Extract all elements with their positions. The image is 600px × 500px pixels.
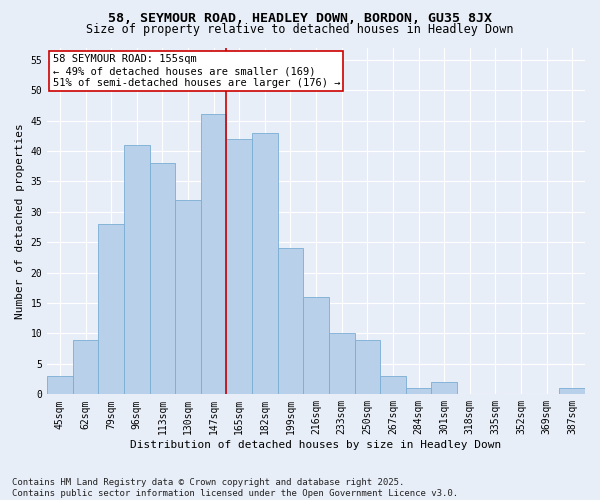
Bar [252, 132, 278, 394]
Bar [124, 145, 149, 394]
Bar [175, 200, 201, 394]
Bar [559, 388, 585, 394]
Bar [278, 248, 303, 394]
Bar [98, 224, 124, 394]
Bar [149, 163, 175, 394]
Bar [355, 340, 380, 394]
X-axis label: Distribution of detached houses by size in Headley Down: Distribution of detached houses by size … [130, 440, 502, 450]
Text: Size of property relative to detached houses in Headley Down: Size of property relative to detached ho… [86, 22, 514, 36]
Bar [431, 382, 457, 394]
Bar [303, 297, 329, 394]
Text: 58, SEYMOUR ROAD, HEADLEY DOWN, BORDON, GU35 8JX: 58, SEYMOUR ROAD, HEADLEY DOWN, BORDON, … [108, 12, 492, 26]
Bar [406, 388, 431, 394]
Bar [226, 139, 252, 394]
Bar [201, 114, 226, 394]
Text: 58 SEYMOUR ROAD: 155sqm
← 49% of detached houses are smaller (169)
51% of semi-d: 58 SEYMOUR ROAD: 155sqm ← 49% of detache… [53, 54, 340, 88]
Bar [380, 376, 406, 394]
Text: Contains HM Land Registry data © Crown copyright and database right 2025.
Contai: Contains HM Land Registry data © Crown c… [12, 478, 458, 498]
Bar [329, 334, 355, 394]
Bar [47, 376, 73, 394]
Y-axis label: Number of detached properties: Number of detached properties [15, 123, 25, 319]
Bar [73, 340, 98, 394]
